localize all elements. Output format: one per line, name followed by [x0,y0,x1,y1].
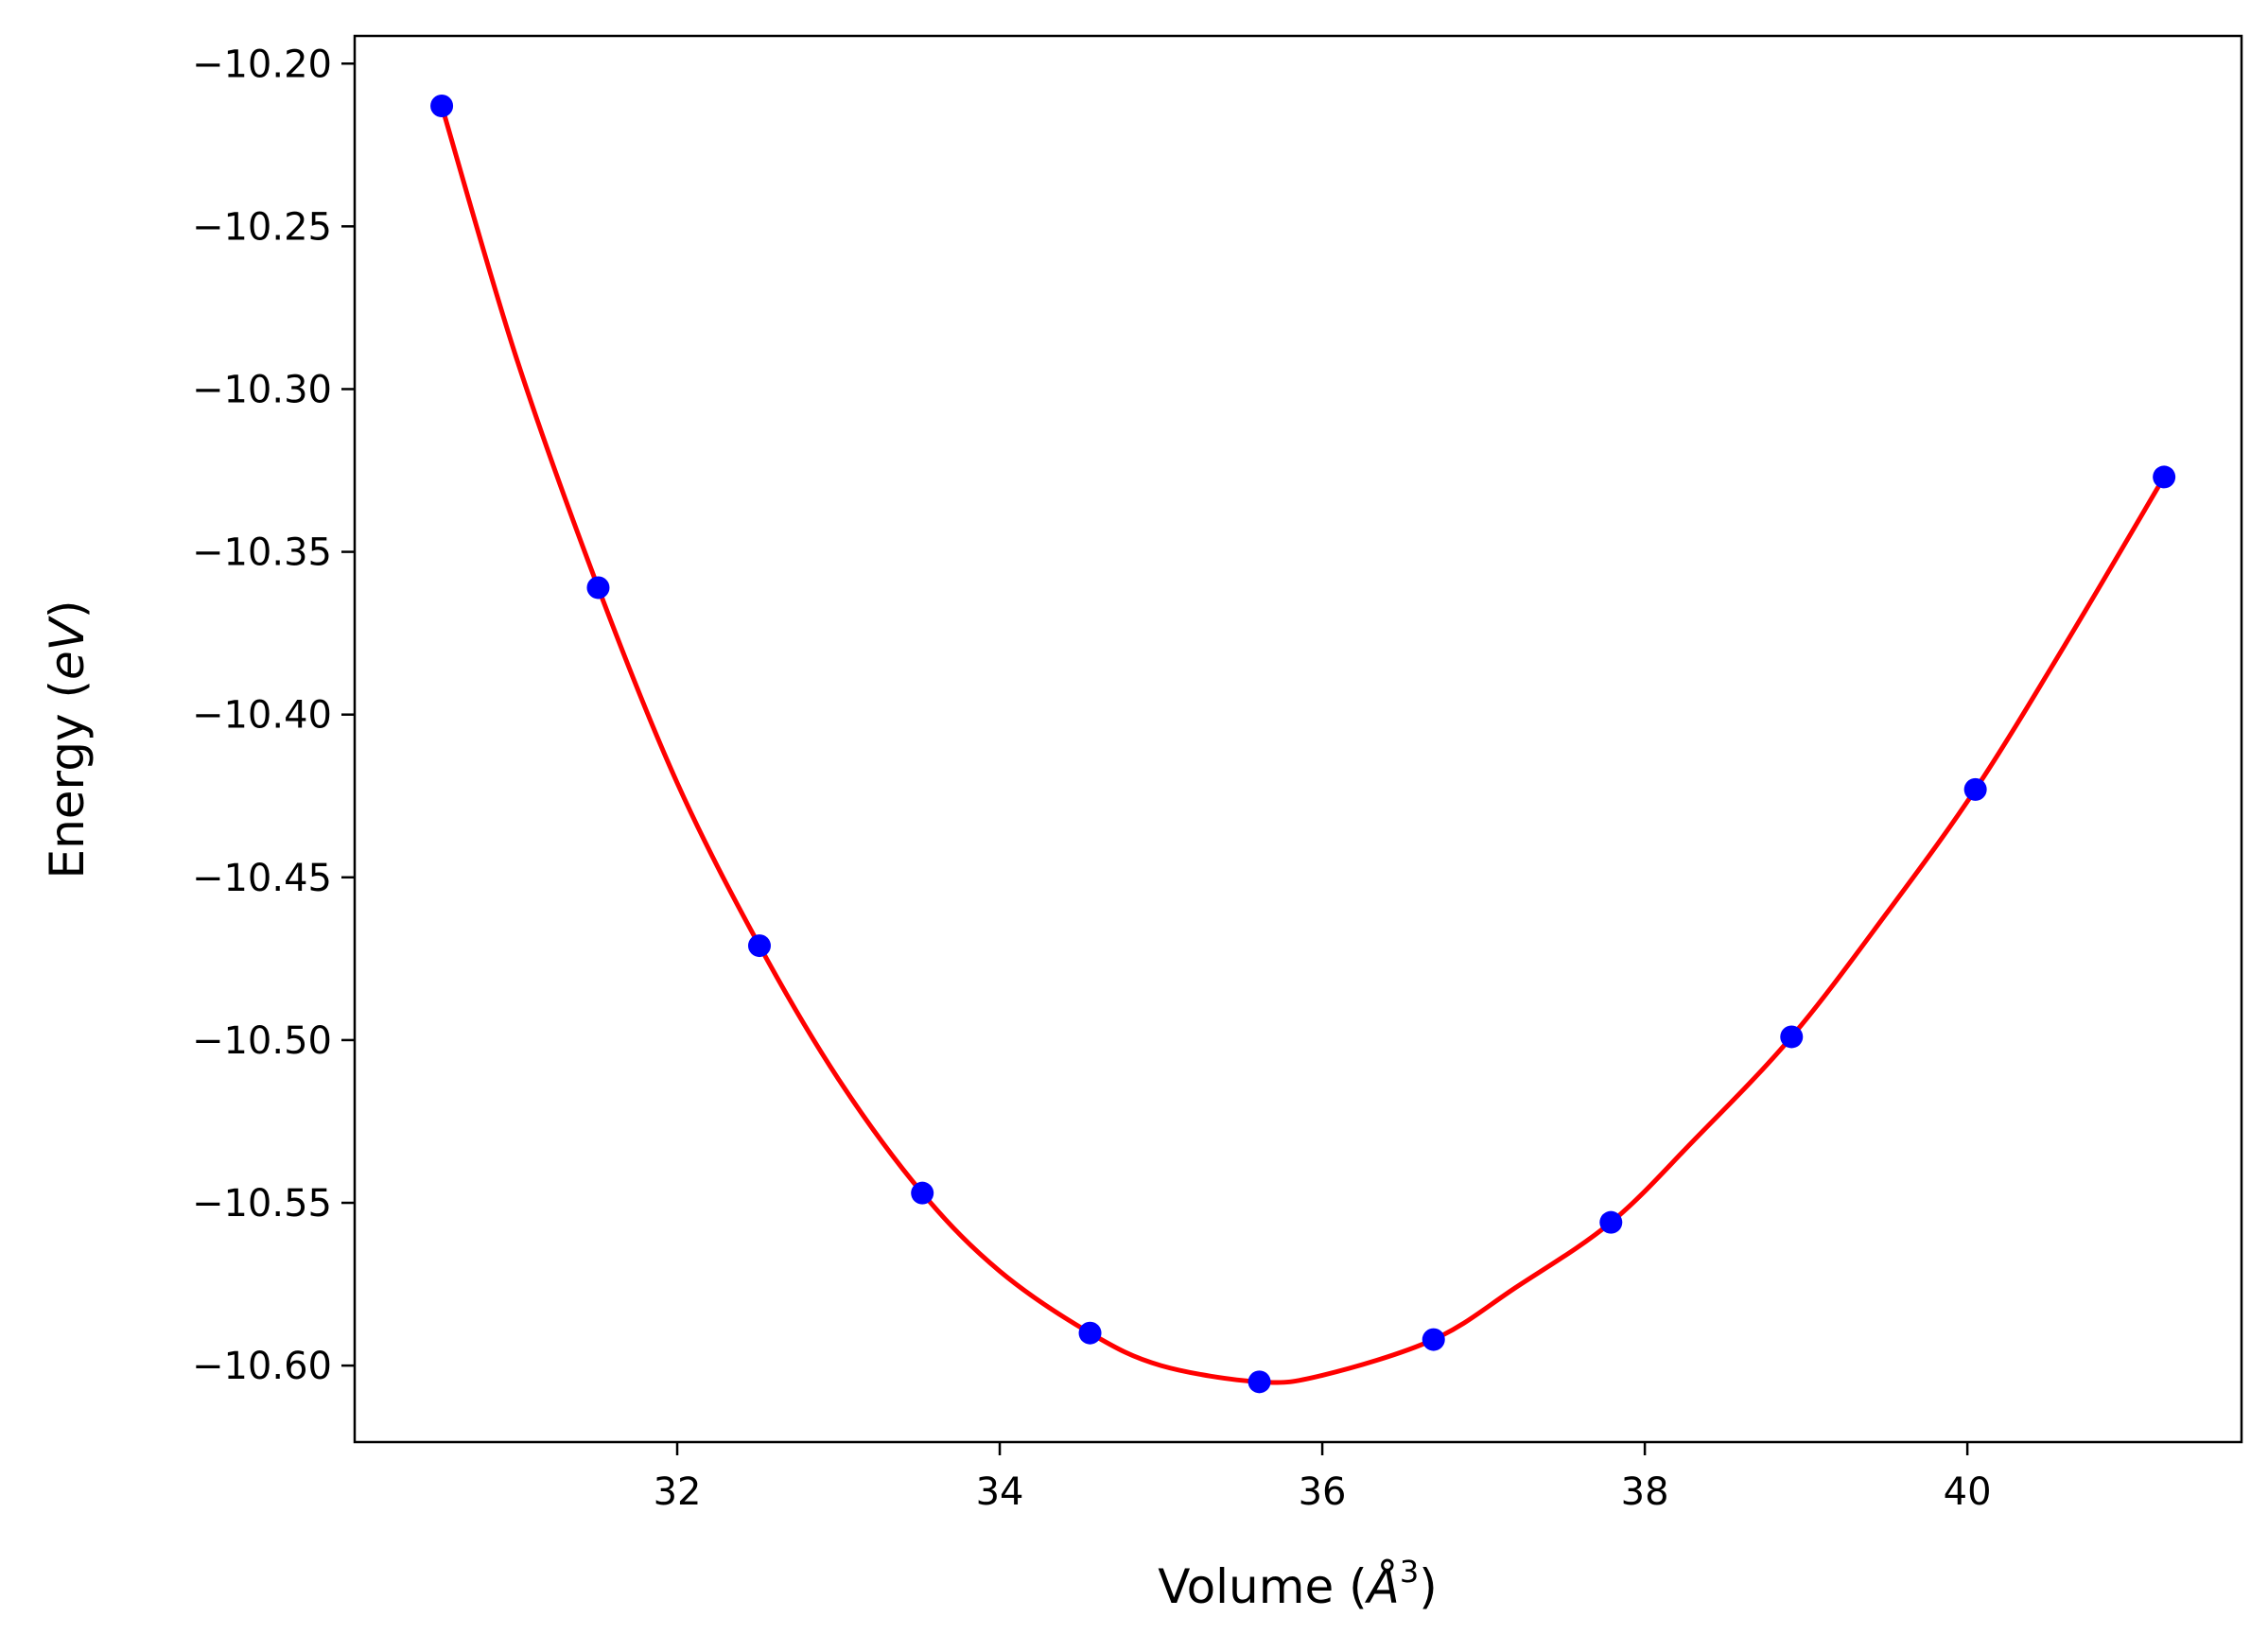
x-axis-label-unit: Å [1365,1559,1400,1614]
x-axis-label-text: Volume [1158,1559,1334,1614]
y-tick-label: −10.30 [192,368,332,411]
y-axis-label-unit: eV [40,615,95,680]
data-points [430,95,2176,1394]
x-tick-label: 34 [976,1470,1024,1514]
data-point [430,95,454,118]
data-point [586,576,610,600]
data-point [747,934,771,958]
y-tick-label: −10.50 [192,1019,332,1063]
y-axis-label-open: ( [40,680,95,699]
y-axis-label-close: ) [40,600,95,619]
data-point [911,1181,934,1205]
y-tick-label: −10.25 [192,205,332,249]
data-point [1422,1328,1445,1351]
data-point [1078,1321,1102,1345]
y-tick-label: −10.20 [192,43,332,86]
data-point [1599,1210,1623,1234]
data-point [2153,465,2176,489]
fit-curve-line [439,105,2167,1385]
x-tick-label: 38 [1621,1470,1669,1514]
x-axis-label-open: ( [1349,1559,1368,1614]
y-tick-label: −10.35 [192,531,332,575]
data-point [1963,777,1987,801]
y-axis-label-text: Energy [40,713,95,878]
y-tick-label: −10.40 [192,694,332,738]
x-axis-label-close: ) [1419,1559,1438,1614]
x-tick-label: 32 [654,1470,702,1514]
x-axis: 32 34 36 38 40 [654,1442,1992,1514]
y-tick-label: −10.60 [192,1345,332,1388]
x-axis-label: Volume (Å3) [1158,1554,1437,1614]
x-tick-label: 36 [1299,1470,1347,1514]
y-tick-label: −10.45 [192,857,332,900]
data-point [1247,1370,1271,1394]
plot-frame [353,34,2243,1444]
y-tick-label: −10.55 [192,1182,332,1226]
x-tick-label: 40 [1944,1470,1992,1514]
data-point [1780,1025,1804,1049]
y-axis-label: Energy (eV) [40,600,95,879]
y-axis: −10.20 −10.25 −10.30 −10.35 −10.40 −10.45 −10.… [192,43,355,1388]
x-axis-label-exponent: 3 [1400,1554,1419,1590]
